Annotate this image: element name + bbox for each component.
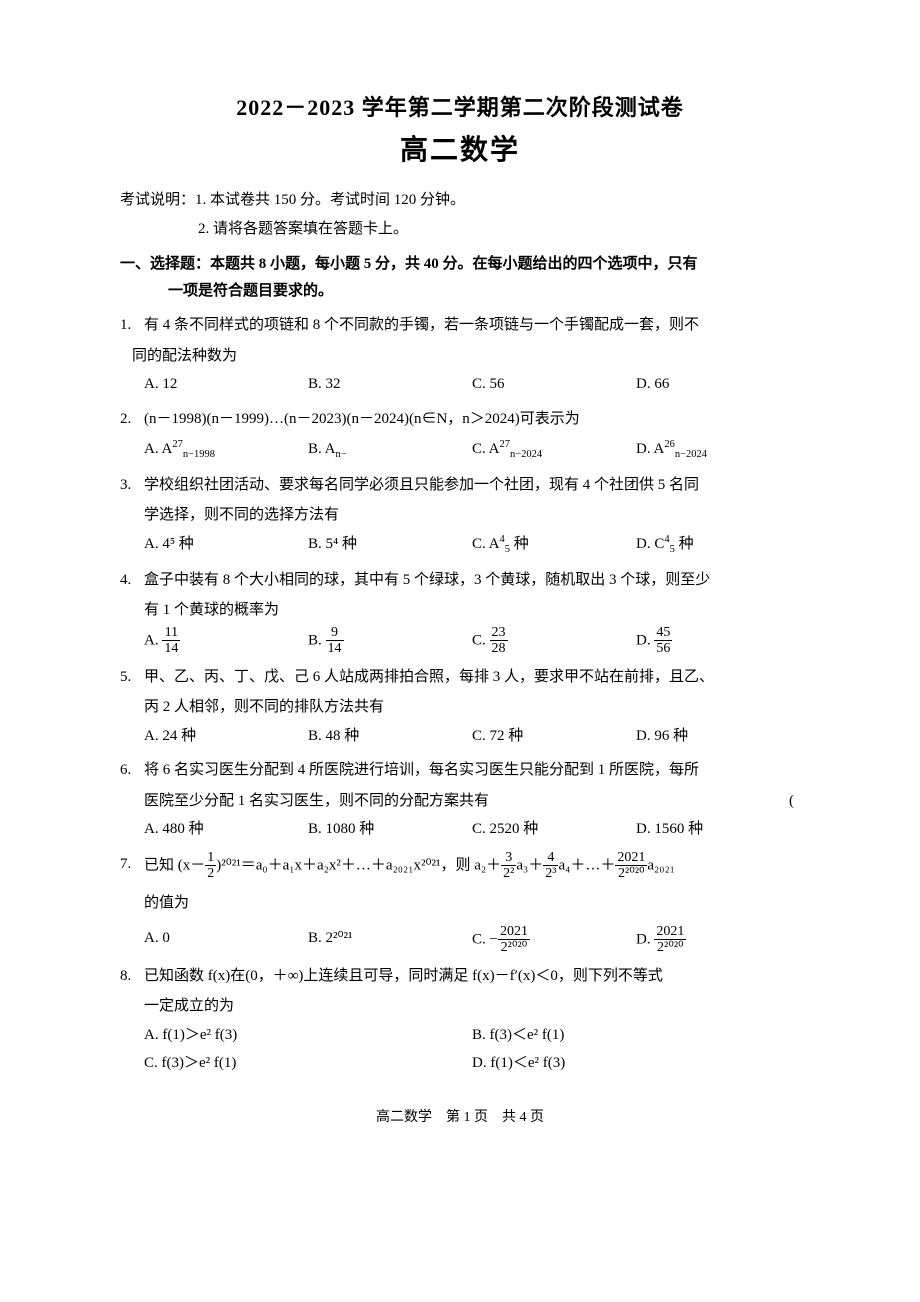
- q3-option-a: A. 4⁵ 种: [144, 530, 308, 560]
- q7-option-b: B. 2²⁰²¹: [308, 924, 472, 956]
- question-7-number: 7.: [120, 850, 144, 882]
- q3-option-c: C. A45 种: [472, 530, 636, 560]
- q6-option-a: A. 480 种: [144, 815, 308, 844]
- q1-option-a: A. 12: [144, 370, 308, 399]
- q1-option-b: B. 32: [308, 370, 472, 399]
- exam-instructions: 考试说明：1. 本试卷共 150 分。考试时间 120 分钟。 2. 请将各题答…: [120, 186, 800, 243]
- question-6-number: 6.: [120, 756, 144, 785]
- q3-option-b: B. 5⁴ 种: [308, 530, 472, 560]
- question-8: 8. 已知函数 f(x)在(0，＋∞)上连续且可导，同时满足 f(x)－f′(x…: [120, 962, 800, 991]
- question-2-number: 2.: [120, 405, 144, 434]
- question-5: 5. 甲、乙、丙、丁、戊、己 6 人站成两排拍合照，每排 3 人，要求甲不站在前…: [120, 663, 800, 692]
- q4-option-d: D. 4556: [636, 625, 800, 657]
- q2-option-d: D. A26n−2024: [636, 435, 800, 465]
- question-4-options: A. 1114 B. 914 C. 2328 D. 4556: [120, 625, 800, 657]
- question-3-options: A. 4⁵ 种 B. 5⁴ 种 C. A45 种 D. C45 种: [120, 530, 800, 560]
- q7-option-d: D. 20212²⁰²⁰: [636, 924, 800, 956]
- q6-option-d: D. 1560 种: [636, 815, 800, 844]
- question-2-text: (n－1998)(n－1999)…(n－2023)(n－2024)(n∈N，n＞…: [144, 405, 800, 434]
- instruction-line-1: 考试说明：1. 本试卷共 150 分。考试时间 120 分钟。: [120, 186, 800, 215]
- q5-option-b: B. 48 种: [308, 722, 472, 751]
- section-1-heading-line2: 一项是符合题目要求的。: [120, 278, 800, 305]
- q4-option-a: A. 1114: [144, 625, 308, 657]
- question-6: 6. 将 6 名实习医生分配到 4 所医院进行培训，每名实习医生只能分配到 1 …: [120, 756, 800, 785]
- question-1-text-line1: 有 4 条不同样式的项链和 8 个不同款的手镯，若一条项链与一个手镯配成一套，则…: [144, 311, 800, 340]
- q1-option-d: D. 66: [636, 370, 800, 399]
- question-6-text-line1: 将 6 名实习医生分配到 4 所医院进行培训，每名实习医生只能分配到 1 所医院…: [144, 756, 800, 785]
- question-7-text-line1: 已知 (x－12)²⁰²¹＝a₀＋a₁x＋a₂x²＋…＋a₂₀₂₁x²⁰²¹，则…: [144, 850, 800, 882]
- q8-option-d: D. f(1)＜e² f(3): [472, 1049, 800, 1078]
- q6-option-c: C. 2520 种: [472, 815, 636, 844]
- q7-option-c: C. −20212²⁰²⁰: [472, 924, 636, 956]
- question-7-text-line2: 的值为: [120, 889, 800, 918]
- question-4-text-line1: 盒子中装有 8 个大小相同的球，其中有 5 个绿球，3 个黄球，随机取出 3 个…: [144, 566, 800, 595]
- q7-option-a: A. 0: [144, 924, 308, 956]
- q4-option-c: C. 2328: [472, 625, 636, 657]
- question-5-number: 5.: [120, 663, 144, 692]
- question-2: 2. (n－1998)(n－1999)…(n－2023)(n－2024)(n∈N…: [120, 405, 800, 434]
- question-8-text-line1: 已知函数 f(x)在(0，＋∞)上连续且可导，同时满足 f(x)－f′(x)＜0…: [144, 962, 800, 991]
- question-4-number: 4.: [120, 566, 144, 595]
- q8-option-c: C. f(3)＞e² f(1): [144, 1049, 472, 1078]
- question-2-options: A. A27n−1998 B. An− C. A27n−2024 D. A26n…: [120, 435, 800, 465]
- section-1-heading: 一、选择题：本题共 8 小题，每小题 5 分，共 40 分。在每小题给出的四个选…: [120, 251, 800, 305]
- q8-option-b: B. f(3)＜e² f(1): [472, 1021, 800, 1050]
- question-4-text-line2: 有 1 个黄球的概率为: [120, 596, 800, 625]
- instruction-line-2: 2. 请将各题答案填在答题卡上。: [120, 215, 800, 244]
- q2-option-c: C. A27n−2024: [472, 435, 636, 465]
- q2-option-a: A. A27n−1998: [144, 435, 308, 465]
- q5-option-c: C. 72 种: [472, 722, 636, 751]
- page-title: 2022－2023 学年第二学期第二次阶段测试卷: [120, 90, 800, 122]
- question-7-options: A. 0 B. 2²⁰²¹ C. −20212²⁰²⁰ D. 20212²⁰²⁰: [120, 924, 800, 956]
- question-1-number: 1.: [120, 311, 144, 340]
- page-subtitle: 高二数学: [120, 128, 800, 168]
- q4-option-b: B. 914: [308, 625, 472, 657]
- question-8-number: 8.: [120, 962, 144, 991]
- q1-option-c: C. 56: [472, 370, 636, 399]
- question-3: 3. 学校组织社团活动、要求每名同学必须且只能参加一个社团，现有 4 个社团供 …: [120, 471, 800, 500]
- question-8-text-line2: 一定成立的为: [120, 992, 800, 1021]
- question-1: 1. 有 4 条不同样式的项链和 8 个不同款的手镯，若一条项链与一个手镯配成一…: [120, 311, 800, 340]
- q8-option-a: A. f(1)＞e² f(3): [144, 1021, 472, 1050]
- question-6-paren: (: [789, 787, 800, 816]
- question-3-text-line2: 学选择，则不同的选择方法有: [120, 501, 800, 530]
- q5-option-a: A. 24 种: [144, 722, 308, 751]
- question-5-options: A. 24 种 B. 48 种 C. 72 种 D. 96 种: [120, 722, 800, 751]
- question-6-options: A. 480 种 B. 1080 种 C. 2520 种 D. 1560 种: [120, 815, 800, 844]
- question-3-text-line1: 学校组织社团活动、要求每名同学必须且只能参加一个社团，现有 4 个社团供 5 名…: [144, 471, 800, 500]
- question-3-number: 3.: [120, 471, 144, 500]
- page: 2022－2023 学年第二学期第二次阶段测试卷 高二数学 考试说明：1. 本试…: [0, 0, 920, 1166]
- question-1-text-line2: 同的配法种数为: [120, 342, 800, 371]
- question-7: 7. 已知 (x－12)²⁰²¹＝a₀＋a₁x＋a₂x²＋…＋a₂₀₂₁x²⁰²…: [120, 850, 800, 882]
- q3-option-d: D. C45 种: [636, 530, 800, 560]
- question-5-text-line1: 甲、乙、丙、丁、戊、己 6 人站成两排拍合照，每排 3 人，要求甲不站在前排，且…: [144, 663, 800, 692]
- section-1-heading-line1: 一、选择题：本题共 8 小题，每小题 5 分，共 40 分。在每小题给出的四个选…: [120, 256, 698, 272]
- question-6-text-line2: 医院至少分配 1 名实习医生，则不同的分配方案共有 (: [120, 787, 800, 816]
- question-1-options: A. 12 B. 32 C. 56 D. 66: [120, 370, 800, 399]
- q6-option-b: B. 1080 种: [308, 815, 472, 844]
- question-5-text-line2: 丙 2 人相邻，则不同的排队方法共有: [120, 693, 800, 722]
- question-4: 4. 盒子中装有 8 个大小相同的球，其中有 5 个绿球，3 个黄球，随机取出 …: [120, 566, 800, 595]
- page-footer: 高二数学 第 1 页 共 4 页: [120, 1106, 800, 1126]
- q2-option-b: B. An−: [308, 435, 472, 465]
- q5-option-d: D. 96 种: [636, 722, 800, 751]
- question-8-options: A. f(1)＞e² f(3) B. f(3)＜e² f(1) C. f(3)＞…: [120, 1021, 800, 1078]
